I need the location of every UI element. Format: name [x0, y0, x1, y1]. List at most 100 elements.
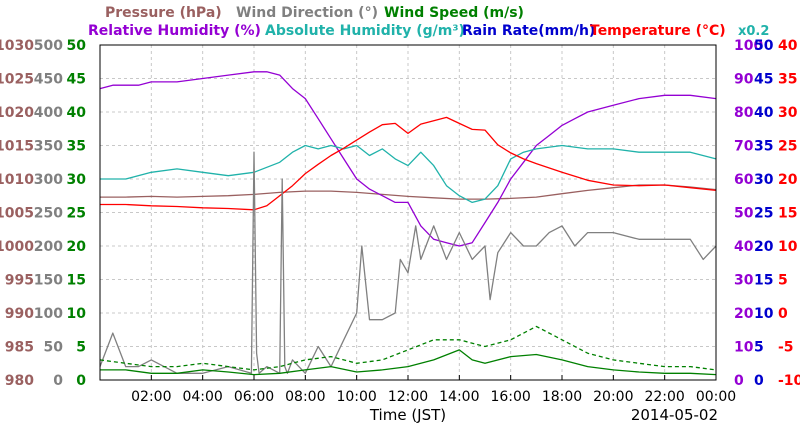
y-tick-label-wind-speed: 45 [67, 72, 86, 88]
y-tick-label-wind-speed: 20 [67, 239, 87, 255]
y-tick-label-wind-direction: 0 [53, 373, 63, 389]
legend-absolute-humidity: Absolute Humidity (g/m³) [265, 23, 465, 39]
axes: 02:00 04:00 06:00 08:00 10:00 12:00 14:00 16:00… [0, 38, 800, 405]
x-tick-label: 20:00 [593, 389, 633, 405]
x-tick-label: 02:00 [131, 389, 171, 405]
x-tick-label: 10:00 [336, 389, 376, 405]
grid [100, 45, 716, 380]
y-tick-label-wind-speed: 40 [67, 105, 87, 121]
y-tick-label-rain-rate: 45 [754, 72, 773, 88]
y-tick-label-wind-direction: 500 [34, 38, 63, 54]
y-tick-label-wind-direction: 50 [44, 340, 64, 356]
y-tick-label-pressure: 1025 [0, 72, 34, 88]
y-tick-label-humidity: 60 [734, 172, 754, 188]
y-tick-label-wind-speed: 0 [76, 373, 86, 389]
y-tick-label-wind-direction: 250 [34, 206, 63, 222]
y-tick-label-wind-speed: 30 [67, 172, 87, 188]
x-tick-label: 14:00 [439, 389, 479, 405]
y-tick-label-pressure: 990 [5, 306, 34, 322]
y-tick-label-wind-speed: 50 [67, 38, 87, 54]
y-tick-label-rain-rate: 10 [754, 306, 774, 322]
y-tick-label-humidity: 20 [734, 306, 754, 322]
legend-rain-rate: Rain Rate(mm/h) [462, 23, 595, 39]
y-tick-label-temperature: -5 [778, 340, 794, 356]
y-tick-label-wind-speed: 35 [67, 139, 86, 155]
y-tick-label-humidity: 50 [734, 206, 754, 222]
legend-wind-direction: Wind Direction (°) [236, 5, 378, 21]
y-tick-label-pressure: 1030 [0, 38, 34, 54]
y-tick-label-rain-rate: 25 [754, 206, 773, 222]
series-wind-speed [100, 349, 717, 376]
y-tick-label-humidity: 90 [734, 72, 754, 88]
y-tick-label-rain-rate: 15 [754, 273, 773, 289]
y-tick-label-rain-rate: 5 [754, 340, 764, 356]
y-tick-label-temperature: 35 [778, 72, 797, 88]
y-tick-label-wind-speed: 10 [67, 306, 87, 322]
y-tick-label-temperature: -10 [778, 373, 800, 389]
y-tick-label-rain-rate: 30 [754, 172, 774, 188]
series-pressure [100, 184, 717, 200]
y-tick-label-temperature: 25 [778, 139, 797, 155]
y-tick-label-wind-speed: 25 [67, 206, 86, 222]
y-tick-label-rain-rate: 20 [754, 239, 774, 255]
y-tick-label-temperature: 0 [778, 306, 788, 322]
scale-note: x0.2 [738, 24, 769, 39]
x-tick-label: 18:00 [542, 389, 582, 405]
legend-temperature: Temperature (°C) [590, 23, 726, 39]
y-tick-label-humidity: 0 [734, 373, 744, 389]
y-tick-label-humidity: 100 [734, 38, 763, 54]
y-tick-label-pressure: 980 [5, 373, 34, 389]
y-tick-label-humidity: 10 [734, 340, 754, 356]
x-tick-label: 06:00 [234, 389, 274, 405]
y-tick-label-temperature: 20 [778, 172, 798, 188]
y-tick-label-rain-rate: 40 [754, 105, 774, 121]
legend-wind-speed: Wind Speed (m/s) [384, 5, 524, 21]
series-wind-direction [99, 151, 717, 374]
y-tick-label-pressure: 995 [5, 273, 34, 289]
y-tick-label-pressure: 985 [5, 340, 34, 356]
x-tick-label: 04:00 [182, 389, 222, 405]
x-tick-label: 00:00 [696, 389, 736, 405]
legend: Pressure (hPa) Wind Direction (°) Wind S… [88, 5, 769, 39]
y-tick-label-temperature: 10 [778, 239, 798, 255]
y-tick-label-wind-direction: 450 [34, 72, 63, 88]
y-tick-label-temperature: 15 [778, 206, 797, 222]
y-tick-label-rain-rate: 50 [754, 38, 774, 54]
y-tick-label-wind-direction: 300 [34, 172, 63, 188]
y-tick-label-pressure: 1010 [0, 172, 34, 188]
y-tick-label-temperature: 40 [778, 38, 798, 54]
series-relative-humidity [99, 71, 717, 247]
date-label: 2014-05-02 [631, 406, 718, 424]
x-tick-label: 22:00 [644, 389, 684, 405]
y-tick-label-wind-direction: 150 [34, 273, 63, 289]
y-tick-label-rain-rate: 0 [754, 373, 764, 389]
series-temperature [100, 116, 717, 211]
y-tick-label-rain-rate: 35 [754, 139, 773, 155]
y-tick-label-wind-speed: 5 [76, 340, 86, 356]
x-axis-label: Time (JST) [369, 406, 446, 424]
y-tick-label-humidity: 80 [734, 105, 754, 121]
y-tick-label-wind-direction: 400 [34, 105, 63, 121]
y-tick-label-wind-speed: 15 [67, 273, 86, 289]
y-tick-label-humidity: 70 [734, 139, 754, 155]
y-tick-label-wind-direction: 200 [34, 239, 63, 255]
y-tick-label-temperature: 30 [778, 105, 798, 121]
y-tick-label-humidity: 40 [734, 239, 754, 255]
legend-relative-humidity: Relative Humidity (%) [88, 23, 261, 39]
legend-pressure: Pressure (hPa) [105, 5, 222, 21]
y-tick-label-pressure: 1020 [0, 105, 34, 121]
x-tick-label: 12:00 [388, 389, 428, 405]
series-layer [99, 71, 717, 376]
x-tick-label: 08:00 [285, 389, 325, 405]
y-tick-label-humidity: 30 [734, 273, 754, 289]
y-tick-label-wind-direction: 350 [34, 139, 63, 155]
series-wind-gust [99, 325, 717, 371]
x-tick-label: 16:00 [490, 389, 530, 405]
y-tick-label-pressure: 1015 [0, 139, 34, 155]
y-tick-label-temperature: 5 [778, 273, 788, 289]
series-absolute-humidity [100, 144, 717, 204]
y-tick-label-wind-direction: 100 [34, 306, 63, 322]
